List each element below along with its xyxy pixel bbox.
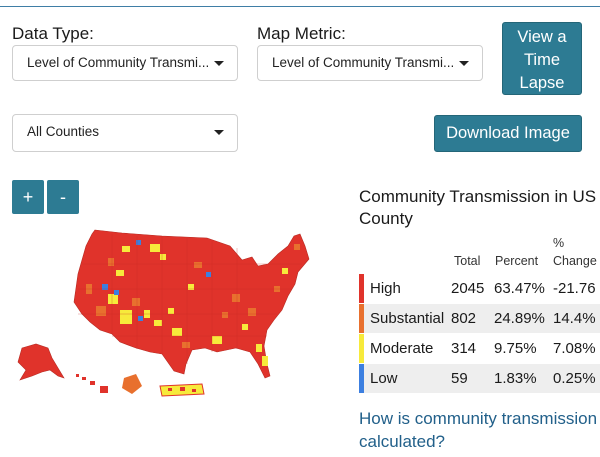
col-change-header: Change (553, 254, 597, 268)
legend-percent: 1.83% (494, 370, 537, 387)
zoom-in-button[interactable]: + (12, 180, 44, 214)
header-divider (0, 6, 600, 7)
chevron-down-icon (459, 61, 469, 66)
view-time-lapse-button[interactable]: View a Time Lapse (502, 22, 582, 95)
legend-total: 802 (451, 310, 477, 327)
legend-swatch-moderate (359, 334, 364, 363)
legend-change: 0.25% (553, 370, 596, 387)
county-select[interactable]: All Counties (12, 114, 238, 152)
data-type-select[interactable]: Level of Community Transmi... (12, 45, 238, 81)
col-change-header-top: % (553, 236, 565, 250)
legend-level: Low (370, 370, 398, 387)
legend-title-line-2: County (359, 209, 413, 228)
col-percent-header: Percent (495, 254, 539, 268)
legend-level: Substantial (370, 310, 445, 327)
legend-level: High (370, 280, 401, 297)
map-metric-label: Map Metric: (257, 24, 346, 43)
legend-total: 59 (451, 370, 468, 387)
legend-swatch-substantial (359, 304, 364, 333)
data-type-value: Level of Community Transmi... (27, 55, 210, 70)
legend-swatch-high (359, 274, 364, 303)
legend-change: 14.4% (553, 310, 596, 327)
col-total-header: Total (454, 254, 481, 268)
map-metric-select[interactable]: Level of Community Transmi... (257, 45, 483, 81)
legend-row-high: High 2045 63.47% -21.76 (359, 274, 600, 303)
legend-change: -21.76 (553, 280, 596, 297)
data-type-label: Data Type: (12, 24, 94, 43)
legend-percent: 9.75% (494, 340, 537, 357)
legend-row-low: Low 59 1.83% 0.25% (359, 364, 600, 393)
us-county-map[interactable] (12, 224, 312, 409)
legend-row-substantial: Substantial 802 24.89% 14.4% (359, 304, 600, 333)
hawaii-shape (76, 374, 108, 393)
chevron-down-icon (214, 130, 224, 135)
zoom-out-button[interactable]: - (47, 180, 79, 214)
map-metric-value: Level of Community Transmi... (272, 55, 455, 70)
legend-total: 2045 (451, 280, 485, 297)
download-image-button[interactable]: Download Image (434, 115, 582, 152)
legend-level: Moderate (370, 340, 434, 357)
legend-change: 7.08% (553, 340, 596, 357)
link-line-2: calculated? (359, 432, 446, 451)
county-highlights (86, 240, 300, 366)
legend-title-line-1: Community Transmission in US b (359, 187, 600, 206)
alaska-shape (17, 343, 65, 381)
time-lapse-label-2: Time (523, 51, 561, 69)
territory-shape (122, 374, 142, 394)
how-calculated-link[interactable]: How is community transmission calculated… (359, 407, 597, 453)
chevron-down-icon (214, 61, 224, 66)
legend-swatch-low (359, 364, 364, 393)
county-borders (78, 234, 302, 364)
legend-total: 314 (451, 340, 477, 357)
county-value: All Counties (27, 124, 100, 139)
time-lapse-label-1: View a (517, 28, 567, 46)
link-line-1: How is community transmission (359, 409, 598, 428)
legend-row-moderate: Moderate 314 9.75% 7.08% (359, 334, 600, 363)
legend-title: Community Transmission in US b County (359, 186, 600, 230)
time-lapse-label-3: Lapse (519, 74, 565, 92)
legend-percent: 24.89% (494, 310, 545, 327)
legend-percent: 63.47% (494, 280, 545, 297)
